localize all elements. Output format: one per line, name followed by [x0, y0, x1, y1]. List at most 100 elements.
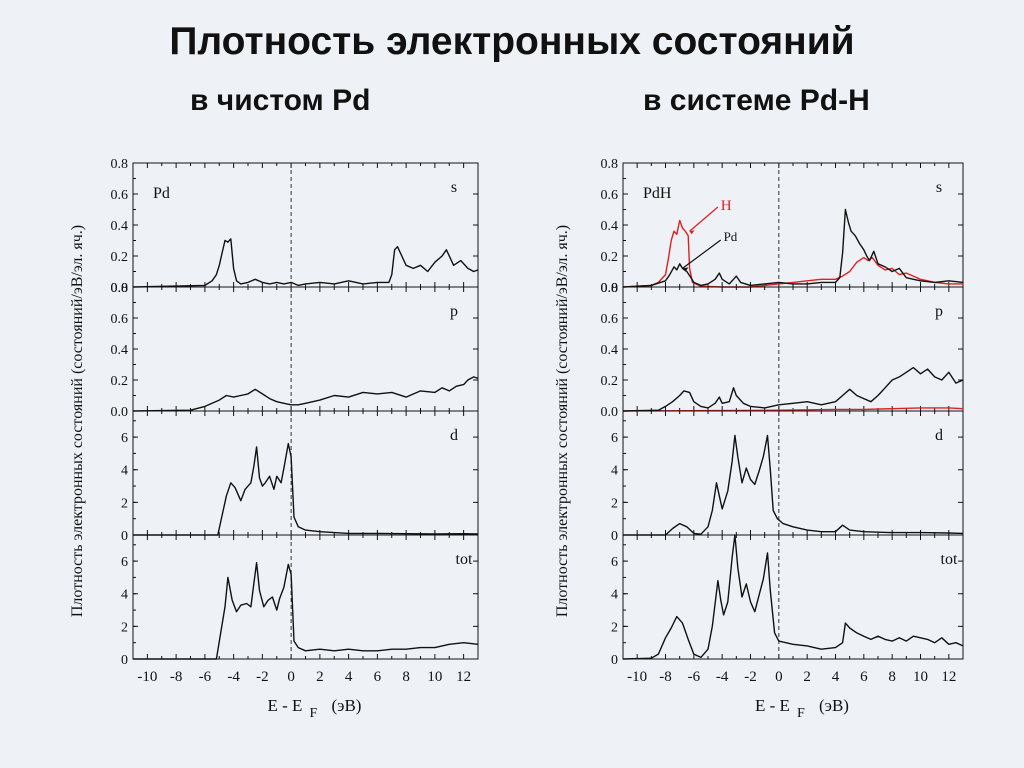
panel-d: 0 2 4 6 d — [611, 410, 964, 544]
panel-frame — [622, 410, 964, 536]
y-tick-label: 0.6 — [601, 188, 619, 203]
slide-title: Плотность электронных состояний — [169, 20, 855, 63]
x-tick-label: 4 — [832, 669, 840, 685]
series-line-pd — [133, 442, 479, 536]
y-tick-label: 0.0 — [601, 405, 619, 420]
x-tick-label: 10 — [913, 669, 928, 685]
y-tick-label: 0.8 — [111, 157, 129, 172]
y-tick-label: 0 — [611, 653, 618, 668]
x-tick-label: 4 — [345, 669, 353, 685]
panel-p: 0.0 0.2 0.4 0.6 0.8 p — [601, 281, 964, 420]
y-tick-label: 2 — [611, 496, 618, 511]
y-tick-label: 4 — [611, 464, 618, 479]
panel-orbital-label: d — [935, 427, 943, 444]
panel-orbital-label: p — [935, 303, 943, 320]
panel-tot: 0 2 4 6 tot — [121, 534, 479, 668]
series-line-pd — [622, 366, 964, 412]
panel-orbital-label: d — [450, 427, 458, 444]
y-tick-label: 0.4 — [601, 343, 619, 358]
x-axis-label-subscript: F — [310, 706, 318, 721]
y-tick-label: 0.4 — [111, 219, 129, 234]
subtitle-pure-pd: в чистом Pd — [190, 84, 371, 117]
panel-d: 0 2 4 6 d — [121, 410, 479, 544]
y-tick-label: 4 — [121, 464, 128, 479]
x-tick-label: -2 — [744, 669, 757, 685]
y-tick-label: 0.6 — [111, 312, 129, 327]
x-tick-label: 0 — [287, 669, 295, 685]
annotation-pd-label: Pd — [724, 229, 738, 244]
panel-frame — [132, 162, 479, 288]
series-line-pd — [133, 562, 479, 660]
y-tick-label: 2 — [611, 620, 618, 635]
annotation-pd-arrow — [682, 239, 722, 269]
panel-frame — [622, 286, 964, 412]
x-axis-unit: (эВ) — [332, 696, 362, 715]
y-tick-label: 0.0 — [601, 281, 619, 296]
y-tick-label: 6 — [611, 555, 618, 570]
y-tick-label: 0.0 — [111, 405, 129, 420]
series-line-h — [622, 219, 963, 288]
x-axis-unit: (эВ) — [819, 696, 849, 715]
panel-frame — [132, 534, 479, 660]
panel-p: 0.0 0.2 0.4 0.6 0.8 p — [111, 281, 479, 420]
series-line-pd — [132, 238, 479, 288]
y-tick-label: 0.8 — [601, 281, 619, 296]
y-tick-label: 0.4 — [111, 343, 129, 358]
x-tick-label: -6 — [688, 669, 701, 685]
series-line-h — [622, 407, 964, 412]
x-tick-label: -8 — [170, 669, 183, 685]
y-tick-label: 4 — [611, 588, 618, 603]
y-tick-label: 0 — [121, 653, 128, 668]
x-tick-label: -6 — [199, 669, 212, 685]
x-tick-label: 12 — [941, 669, 956, 685]
x-tick-label: -8 — [659, 669, 672, 685]
y-tick-label: 0 — [611, 529, 618, 544]
x-tick-label: 0 — [775, 669, 783, 685]
y-tick-label: 0.2 — [601, 250, 619, 265]
y-tick-label: 0.2 — [111, 374, 129, 389]
panel-tot: 0 2 4 6 tot — [611, 534, 964, 668]
x-tick-label: -10 — [137, 669, 157, 685]
y-tick-label: 0.8 — [601, 157, 619, 172]
x-tick-label: 2 — [316, 669, 324, 685]
annotation-h-arrow — [689, 206, 719, 232]
y-axis-label: Плотность электронных состояний (состоян… — [554, 225, 571, 617]
panel-orbital-label: tot — [456, 551, 473, 568]
series-line-pd — [622, 208, 964, 288]
series-line-pd — [132, 376, 479, 412]
y-tick-label: 6 — [121, 555, 128, 570]
x-tick-label: -4 — [716, 669, 729, 685]
y-tick-label: 0.0 — [111, 281, 129, 296]
x-tick-label: 6 — [374, 669, 382, 685]
y-tick-label: 6 — [611, 431, 618, 446]
annotation-h-arrowhead — [689, 230, 695, 235]
y-axis-label: Плотность электронных состояний (состоян… — [69, 225, 86, 617]
panel-frame — [622, 534, 964, 660]
panel-orbital-label: s — [451, 179, 457, 196]
y-tick-label: 0.2 — [111, 250, 129, 265]
y-tick-label: 2 — [121, 620, 128, 635]
series-line-pd — [623, 434, 964, 536]
y-tick-label: 0.4 — [601, 219, 619, 234]
x-tick-label: 6 — [860, 669, 868, 685]
x-tick-label: -4 — [227, 669, 240, 685]
panel-s: 0.0 0.2 0.4 0.6 0.8 s Pd — [111, 157, 479, 296]
y-tick-label: 0 — [121, 529, 128, 544]
y-tick-label: 0.2 — [601, 374, 619, 389]
y-tick-label: 0.8 — [111, 281, 129, 296]
annotation-h-label: H — [721, 198, 732, 214]
x-tick-label: -2 — [256, 669, 269, 685]
x-tick-label: 8 — [888, 669, 896, 685]
y-tick-label: 0.6 — [111, 188, 129, 203]
panel-system-tag: PdH — [643, 185, 672, 202]
x-tick-label: -10 — [627, 669, 647, 685]
y-tick-label: 4 — [121, 588, 128, 603]
x-tick-label: 10 — [427, 669, 442, 685]
panel-system-tag: Pd — [153, 185, 170, 202]
x-tick-label: 8 — [402, 669, 410, 685]
x-tick-label: 2 — [803, 669, 811, 685]
panel-frame — [622, 162, 964, 288]
x-axis-label: E - E — [755, 696, 790, 715]
